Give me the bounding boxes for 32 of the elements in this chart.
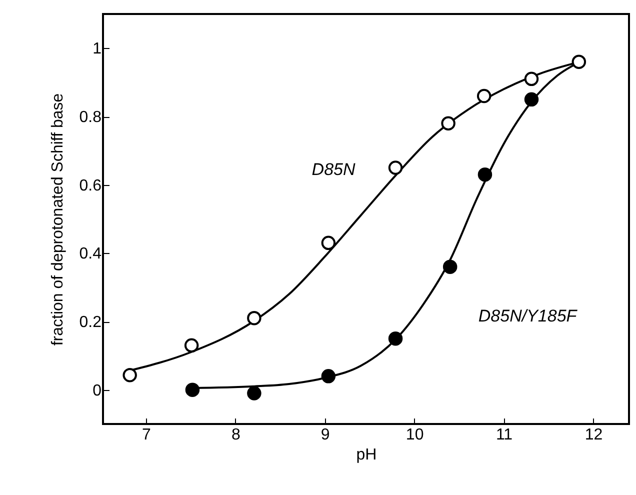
y-tick-label: 0.2 [79,314,102,331]
point [524,72,539,86]
x-tick-label: 12 [584,426,603,444]
point [247,386,262,400]
point [442,260,458,274]
point [388,331,403,346]
y-tick-label: 0.8 [79,109,102,126]
y-tick-label: 0.6 [79,177,102,194]
point [572,54,586,69]
y-tick-label: 0.4 [79,246,102,263]
y-axis-title: fraction of deprotonated Schiff base [49,93,66,346]
y-tick-label: 1 [92,40,102,58]
point [476,88,492,104]
point [122,368,137,382]
point [184,338,199,353]
point [441,116,456,130]
point [478,167,492,182]
point [185,382,200,397]
point [321,236,336,250]
x-tick-label: 10 [406,426,424,444]
x-tick-label: 8 [231,426,240,444]
text: D85N [312,160,356,179]
x-tick-label: 9 [320,426,330,444]
point [388,160,403,175]
point [321,369,336,384]
x-tick-label: 11 [496,426,513,444]
text: D85N/Y185F [478,306,578,326]
point [524,92,539,107]
x-tick-label: 7 [142,426,151,444]
y-tick-label: 0 [92,382,102,400]
x-axis-title: pH [356,446,377,464]
point [247,310,262,326]
